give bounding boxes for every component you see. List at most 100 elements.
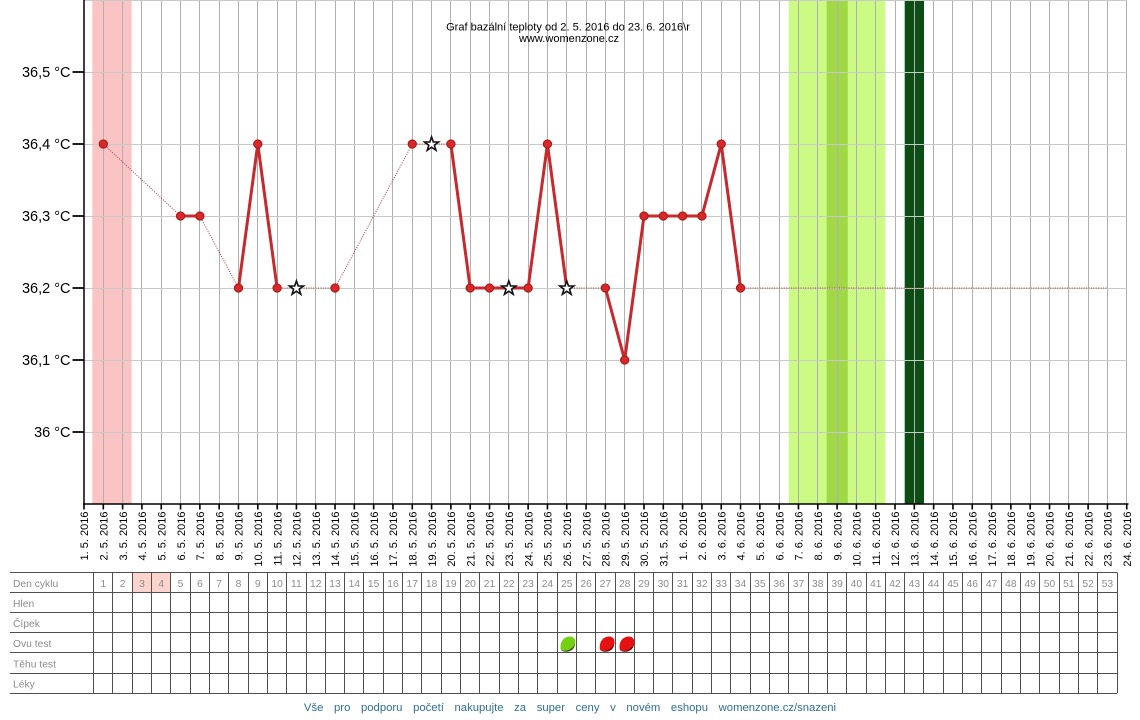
svg-text:Ovu test: Ovu test	[13, 639, 51, 650]
svg-text:16: 16	[387, 579, 399, 590]
svg-text:48: 48	[1005, 579, 1017, 590]
svg-text:5. 5. 2016: 5. 5. 2016	[156, 512, 168, 561]
svg-text:18: 18	[426, 579, 438, 590]
svg-text:16. 6. 2016: 16. 6. 2016	[967, 512, 979, 567]
svg-text:25. 5. 2016: 25. 5. 2016	[543, 512, 555, 567]
svg-text:14. 6. 2016: 14. 6. 2016	[929, 512, 941, 567]
svg-text:Vše pro podporu početí nakupuj: Vše pro podporu početí nakupujte za supe…	[304, 702, 836, 714]
svg-text:18. 5. 2016: 18. 5. 2016	[407, 512, 419, 567]
svg-text:13: 13	[329, 579, 341, 590]
svg-text:9. 6. 2016: 9. 6. 2016	[832, 512, 844, 561]
svg-text:29. 5. 2016: 29. 5. 2016	[620, 512, 632, 567]
svg-text:7. 5. 2016: 7. 5. 2016	[195, 512, 207, 561]
svg-text:11. 5. 2016: 11. 5. 2016	[272, 512, 284, 566]
svg-text:36,4 °C: 36,4 °C	[22, 137, 71, 153]
svg-text:15. 5. 2016: 15. 5. 2016	[350, 512, 362, 567]
svg-text:40: 40	[851, 579, 863, 590]
svg-text:36,5 °C: 36,5 °C	[22, 65, 71, 81]
svg-text:8. 5. 2016: 8. 5. 2016	[214, 512, 226, 561]
svg-text:2. 5. 2016: 2. 5. 2016	[99, 512, 111, 561]
svg-text:27: 27	[600, 579, 612, 590]
svg-text:23. 6. 2016: 23. 6. 2016	[1103, 512, 1115, 567]
svg-text:28: 28	[619, 579, 631, 590]
svg-text:44: 44	[928, 579, 940, 590]
svg-text:3. 6. 2016: 3. 6. 2016	[716, 512, 728, 561]
svg-text:15: 15	[368, 579, 380, 590]
svg-text:26. 5. 2016: 26. 5. 2016	[562, 512, 574, 567]
svg-text:46: 46	[967, 579, 979, 590]
svg-text:9. 5. 2016: 9. 5. 2016	[234, 512, 246, 561]
svg-text:53: 53	[1102, 579, 1114, 590]
svg-text:13. 5. 2016: 13. 5. 2016	[311, 512, 323, 567]
svg-text:1: 1	[100, 579, 106, 590]
svg-text:8. 6. 2016: 8. 6. 2016	[813, 512, 825, 561]
svg-text:15. 6. 2016: 15. 6. 2016	[948, 512, 960, 567]
svg-text:36,3 °C: 36,3 °C	[22, 209, 71, 225]
svg-text:1. 5. 2016: 1. 5. 2016	[79, 512, 91, 561]
svg-text:38: 38	[812, 579, 824, 590]
svg-text:51: 51	[1063, 579, 1075, 590]
svg-text:36,1 °C: 36,1 °C	[22, 353, 71, 369]
svg-text:11. 6. 2016: 11. 6. 2016	[871, 512, 883, 566]
svg-text:19: 19	[445, 579, 457, 590]
svg-text:22. 5. 2016: 22. 5. 2016	[485, 512, 497, 567]
svg-text:21. 5. 2016: 21. 5. 2016	[465, 512, 477, 567]
svg-text:19. 5. 2016: 19. 5. 2016	[427, 512, 439, 567]
svg-text:3. 5. 2016: 3. 5. 2016	[118, 512, 130, 561]
svg-text:4. 6. 2016: 4. 6. 2016	[736, 512, 748, 561]
svg-text:Čípek: Čípek	[13, 617, 41, 630]
svg-text:6. 5. 2016: 6. 5. 2016	[176, 512, 188, 561]
svg-text:19. 6. 2016: 19. 6. 2016	[1025, 512, 1037, 567]
svg-text:18. 6. 2016: 18. 6. 2016	[1006, 512, 1018, 567]
svg-text:21. 6. 2016: 21. 6. 2016	[1064, 512, 1076, 567]
svg-text:7: 7	[216, 579, 222, 590]
svg-text:36 °C: 36 °C	[34, 425, 70, 441]
svg-text:34: 34	[735, 579, 747, 590]
svg-text:20: 20	[464, 579, 476, 590]
svg-text:9: 9	[255, 579, 261, 590]
svg-text:32: 32	[696, 579, 708, 590]
svg-text:17. 6. 2016: 17. 6. 2016	[987, 512, 999, 567]
svg-text:41: 41	[870, 579, 882, 590]
svg-text:47: 47	[986, 579, 998, 590]
svg-text:30: 30	[658, 579, 670, 590]
svg-text:24. 6. 2016: 24. 6. 2016	[1122, 512, 1134, 567]
svg-text:2: 2	[120, 579, 126, 590]
svg-text:52: 52	[1082, 579, 1094, 590]
svg-text:35: 35	[754, 579, 766, 590]
svg-text:Graf bazální teploty od 2. 5.: Graf bazální teploty od 2. 5. 2016 do 23…	[446, 22, 690, 34]
svg-text:28. 5. 2016: 28. 5. 2016	[601, 512, 613, 567]
svg-text:43: 43	[909, 579, 921, 590]
svg-text:16. 5. 2016: 16. 5. 2016	[369, 512, 381, 567]
svg-text:36,2 °C: 36,2 °C	[22, 281, 71, 297]
svg-text:27. 5. 2016: 27. 5. 2016	[581, 512, 593, 567]
svg-text:39: 39	[831, 579, 843, 590]
svg-text:6. 6. 2016: 6. 6. 2016	[774, 512, 786, 561]
svg-text:25: 25	[561, 579, 573, 590]
svg-text:10. 6. 2016: 10. 6. 2016	[852, 512, 864, 567]
svg-text:31: 31	[677, 579, 689, 590]
svg-text:17: 17	[407, 579, 419, 590]
svg-text:10. 5. 2016: 10. 5. 2016	[253, 512, 265, 567]
svg-text:Léky: Léky	[13, 679, 36, 690]
svg-text:1. 6. 2016: 1. 6. 2016	[678, 512, 690, 561]
svg-text:Hlen: Hlen	[13, 599, 34, 610]
svg-text:26: 26	[580, 579, 592, 590]
svg-text:13. 6. 2016: 13. 6. 2016	[910, 512, 922, 567]
svg-text:14. 5. 2016: 14. 5. 2016	[330, 512, 342, 567]
svg-text:23: 23	[522, 579, 534, 590]
svg-text:Těhu test: Těhu test	[13, 659, 56, 670]
svg-text:12. 5. 2016: 12. 5. 2016	[292, 512, 304, 567]
svg-text:24: 24	[542, 579, 554, 590]
svg-text:17. 5. 2016: 17. 5. 2016	[388, 512, 400, 567]
svg-text:33: 33	[715, 579, 727, 590]
svg-text:50: 50	[1044, 579, 1056, 590]
svg-text:24. 5. 2016: 24. 5. 2016	[523, 512, 535, 567]
svg-text:45: 45	[947, 579, 959, 590]
svg-text:10: 10	[271, 579, 283, 590]
svg-text:29: 29	[638, 579, 650, 590]
svg-text:42: 42	[889, 579, 901, 590]
svg-text:21: 21	[484, 579, 496, 590]
svg-text:36: 36	[773, 579, 785, 590]
svg-text:4. 5. 2016: 4. 5. 2016	[137, 512, 149, 561]
